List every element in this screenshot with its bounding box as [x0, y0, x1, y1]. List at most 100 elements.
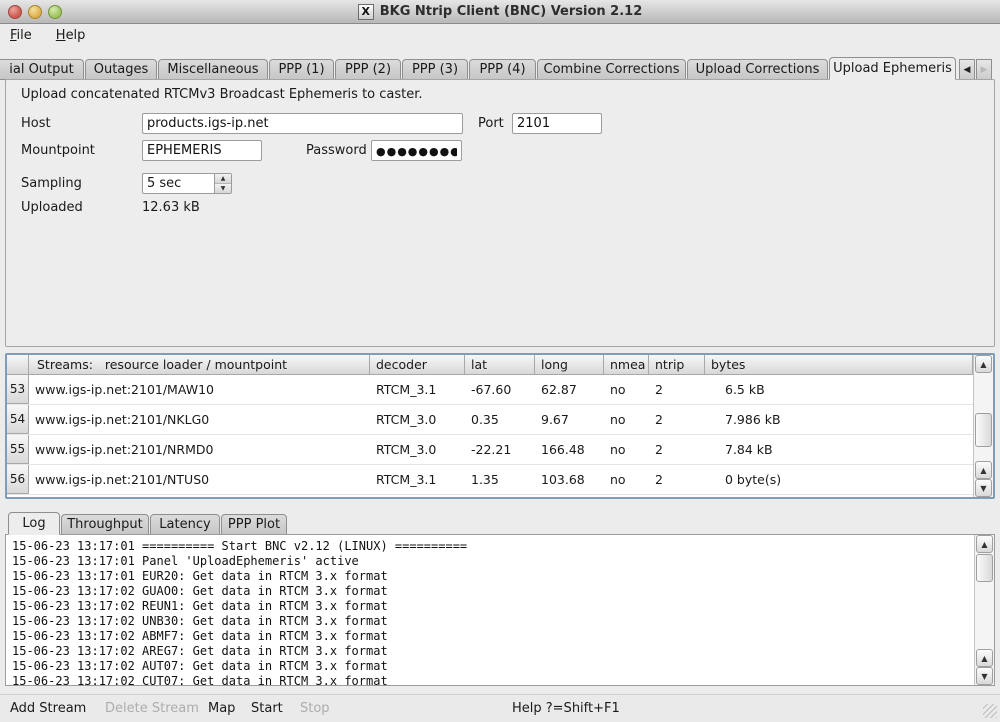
tab-upload-ephemeris[interactable]: Upload Ephemeris: [829, 57, 956, 80]
cell-bytes: 7.84 kB: [725, 442, 773, 457]
resize-grip[interactable]: [983, 704, 997, 718]
window-controls: [8, 5, 62, 19]
sampling-value: 5 sec: [147, 176, 182, 191]
add-stream-button[interactable]: Add Stream: [10, 701, 87, 716]
row-number[interactable]: 53: [7, 375, 29, 404]
header-decoder[interactable]: decoder: [370, 355, 465, 375]
cell-bytes: 6.5 kB: [725, 382, 765, 397]
row-number[interactable]: 55: [7, 435, 29, 464]
mountpoint-label: Mountpoint: [21, 143, 95, 158]
tab-ppp-4[interactable]: PPP (4): [469, 59, 536, 80]
cell-decoder: RTCM_3.0: [376, 412, 437, 427]
streams-table: Streams: resource loader / mountpoint de…: [5, 353, 995, 499]
cell-bytes: 0 byte(s): [725, 472, 782, 487]
sampling-spin-buttons: ▲ ▼: [214, 174, 231, 193]
cell-nmea: no: [610, 412, 626, 427]
tab-ppp-1[interactable]: PPP (1): [269, 59, 334, 80]
tab-ppp-plot[interactable]: PPP Plot: [221, 514, 287, 535]
scrollbar-thumb[interactable]: [975, 413, 992, 447]
header-ntrip[interactable]: ntrip: [649, 355, 705, 375]
help-button[interactable]: Help ?=Shift+F1: [512, 701, 620, 716]
tab-ppp-3[interactable]: PPP (3): [402, 59, 468, 80]
log-line: 15-06-23 13:17:01 Panel 'UploadEphemeris…: [12, 554, 359, 568]
log-text[interactable]: 15-06-23 13:17:01 ========== Start BNC v…: [6, 535, 974, 685]
title-wrap: X BKG Ntrip Client (BNC) Version 2.12: [357, 3, 642, 20]
upload-ephemeris-panel: Upload concatenated RTCMv3 Broadcast Eph…: [5, 79, 995, 347]
spin-down-icon[interactable]: ▼: [215, 184, 231, 193]
tab-scroll-buttons: ◀ ▶: [959, 59, 992, 80]
menu-help[interactable]: Help: [55, 28, 86, 43]
log-line: 15-06-23 13:17:02 CUT07: Get data in RTC…: [12, 674, 388, 685]
stop-button: Stop: [300, 701, 330, 716]
host-label: Host: [21, 116, 51, 131]
uploaded-value: 12.63 kB: [142, 200, 200, 215]
tab-upload-corrections[interactable]: Upload Corrections: [687, 59, 828, 80]
close-button[interactable]: [8, 5, 22, 19]
mountpoint-input[interactable]: [142, 140, 262, 161]
output-tabbar: Log Throughput Latency PPP Plot: [8, 512, 288, 535]
cell-stream: www.igs-ip.net:2101/NRMD0: [35, 442, 214, 457]
cell-bytes: 7.986 kB: [725, 412, 781, 427]
scrollbar-thumb[interactable]: [976, 554, 993, 582]
scroll-up-icon[interactable]: ▲: [976, 535, 993, 553]
sampling-label: Sampling: [21, 176, 82, 191]
log-line: 15-06-23 13:17:01 EUR20: Get data in RTC…: [12, 569, 388, 583]
cell-decoder: RTCM_3.1: [376, 382, 437, 397]
scroll-up-icon[interactable]: ▲: [975, 461, 992, 479]
table-row[interactable]: 53 www.igs-ip.net:2101/MAW10 RTCM_3.1 -6…: [7, 375, 973, 405]
menubar: File Help: [0, 25, 1000, 46]
scroll-up-icon[interactable]: ▲: [975, 355, 992, 373]
log-line: 15-06-23 13:17:02 AREG7: Get data in RTC…: [12, 644, 388, 658]
cell-stream: www.igs-ip.net:2101/NTUS0: [35, 472, 210, 487]
password-input[interactable]: [371, 140, 462, 161]
row-number[interactable]: 54: [7, 405, 29, 434]
tab-ppp-2[interactable]: PPP (2): [335, 59, 401, 80]
zoom-button[interactable]: [48, 5, 62, 19]
header-corner-cell[interactable]: [7, 355, 29, 375]
scroll-up-icon[interactable]: ▲: [976, 649, 993, 667]
cell-lat: 1.35: [471, 472, 499, 487]
config-tabbar: ial Output Outages Miscellaneous PPP (1)…: [0, 57, 1000, 80]
header-streams[interactable]: Streams: resource loader / mountpoint: [29, 355, 370, 375]
tab-combine-corrections[interactable]: Combine Corrections: [537, 59, 686, 80]
statusbar: Add Stream Delete Stream Map Start Stop …: [0, 694, 1000, 722]
header-long[interactable]: long: [535, 355, 604, 375]
scroll-down-icon[interactable]: ▼: [976, 667, 993, 685]
spin-up-icon[interactable]: ▲: [215, 174, 231, 184]
map-button[interactable]: Map: [208, 701, 236, 716]
table-row[interactable]: 56 www.igs-ip.net:2101/NTUS0 RTCM_3.1 1.…: [7, 465, 973, 495]
tab-log[interactable]: Log: [8, 512, 60, 535]
panel-description: Upload concatenated RTCMv3 Broadcast Eph…: [21, 87, 423, 102]
uploaded-label: Uploaded: [21, 200, 83, 215]
tab-serial-output[interactable]: ial Output: [0, 59, 84, 80]
start-button[interactable]: Start: [251, 701, 283, 716]
log-scrollbar[interactable]: ▲ ▲ ▼: [974, 535, 994, 685]
header-nmea[interactable]: nmea: [604, 355, 649, 375]
scroll-down-icon[interactable]: ▼: [975, 479, 992, 497]
minimize-button[interactable]: [28, 5, 42, 19]
port-input[interactable]: [512, 113, 602, 134]
row-number[interactable]: 56: [7, 465, 29, 494]
cell-ntrip: 2: [655, 472, 663, 487]
cell-nmea: no: [610, 382, 626, 397]
tab-latency[interactable]: Latency: [150, 514, 220, 535]
header-bytes[interactable]: bytes: [705, 355, 973, 375]
header-lat[interactable]: lat: [465, 355, 535, 375]
cell-lat: 0.35: [471, 412, 499, 427]
tab-outages[interactable]: Outages: [85, 59, 157, 80]
cell-long: 62.87: [541, 382, 577, 397]
password-label: Password: [306, 143, 367, 158]
tab-miscellaneous[interactable]: Miscellaneous: [158, 59, 268, 80]
streams-table-body: Streams: resource loader / mountpoint de…: [7, 355, 973, 497]
table-row[interactable]: 54 www.igs-ip.net:2101/NKLG0 RTCM_3.0 0.…: [7, 405, 973, 435]
tab-scroll-left-icon[interactable]: ◀: [959, 59, 975, 80]
table-scrollbar[interactable]: ▲ ▲ ▼: [973, 355, 993, 497]
host-input[interactable]: [142, 113, 463, 134]
titlebar: X BKG Ntrip Client (BNC) Version 2.12: [0, 0, 1000, 24]
menu-file[interactable]: File: [10, 28, 32, 43]
tab-throughput[interactable]: Throughput: [61, 514, 149, 535]
table-row[interactable]: 55 www.igs-ip.net:2101/NRMD0 RTCM_3.0 -2…: [7, 435, 973, 465]
log-line: 15-06-23 13:17:02 REUN1: Get data in RTC…: [12, 599, 388, 613]
sampling-spinbox[interactable]: 5 sec ▲ ▼: [142, 173, 232, 194]
delete-stream-button: Delete Stream: [105, 701, 199, 716]
